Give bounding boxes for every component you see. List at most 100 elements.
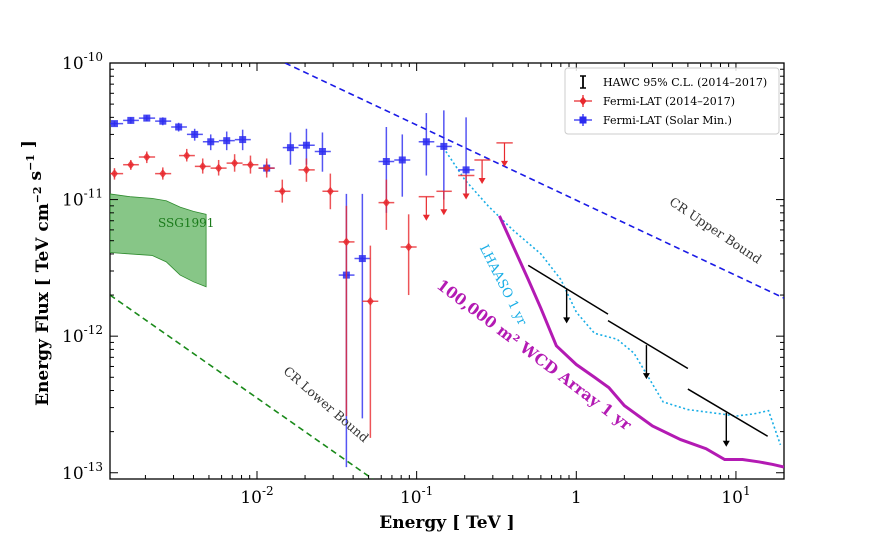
point-marker — [405, 242, 413, 252]
point-marker — [342, 237, 350, 247]
limit-arrowhead — [478, 177, 486, 184]
legend-entry: HAWC 95% C.L. (2014–2017) — [580, 75, 767, 89]
point-marker — [175, 123, 183, 131]
upper-limit — [418, 195, 435, 221]
data-point — [242, 155, 259, 174]
data-point — [258, 158, 275, 178]
data-point — [234, 129, 251, 151]
upper-limit — [496, 142, 513, 167]
legend-marker — [579, 96, 587, 106]
data-point — [179, 148, 195, 162]
legend: HAWC 95% C.L. (2014–2017) Fermi-LAT (2014… — [564, 67, 780, 135]
point-marker — [358, 255, 366, 263]
x-tick-label: 10-1 — [400, 484, 433, 508]
point-marker — [398, 156, 406, 164]
limit-arrowhead — [563, 317, 571, 324]
x-tick-label: 1 — [571, 488, 582, 508]
point-marker — [191, 130, 199, 138]
region-ssg1991 — [110, 193, 207, 288]
y-axis-title-text: Energy Flux [ TeV cm−2 s−1 ] — [19, 140, 53, 406]
data-point — [338, 205, 355, 417]
limit-arrowhead — [722, 440, 730, 447]
data-point — [155, 167, 172, 180]
data-point — [362, 245, 379, 438]
point-marker — [199, 161, 207, 171]
data-point — [123, 116, 139, 124]
legend-marker — [579, 116, 587, 124]
limit-arrowhead — [642, 373, 650, 380]
curve-label: CR Lower Bound — [281, 363, 372, 445]
point-marker — [440, 142, 448, 150]
point-marker — [302, 165, 310, 175]
data-point — [274, 179, 291, 203]
data-point — [123, 159, 139, 170]
point-marker — [215, 163, 223, 173]
y-tick-label: 10-12 — [62, 323, 103, 347]
point-marker — [263, 163, 271, 173]
point-marker — [127, 160, 135, 170]
point-marker — [382, 158, 390, 166]
data-point — [226, 154, 243, 172]
point-marker — [302, 141, 310, 149]
upper-limit — [607, 319, 689, 380]
x-axis-label: Energy [ TeV ] — [379, 513, 514, 533]
point-marker — [110, 120, 118, 128]
data-point — [155, 117, 172, 126]
point-marker — [246, 160, 254, 170]
upper-limit — [436, 190, 452, 216]
y-tick-label: 10-11 — [62, 187, 103, 211]
curve-lhaaso-1-yr — [442, 147, 782, 446]
data-point — [218, 131, 235, 151]
upper-limit — [474, 159, 491, 184]
limit-arrowhead — [422, 214, 430, 221]
data-point — [298, 158, 315, 182]
data-point — [314, 132, 331, 172]
data-point — [138, 151, 156, 164]
data-point — [202, 134, 219, 151]
curve-cr-upper-bound — [284, 63, 784, 299]
point-marker — [366, 296, 374, 306]
legend-label: Fermi-LAT (Solar Min.) — [603, 114, 732, 127]
limit-arrowhead — [440, 209, 448, 216]
x-tick-label: 101 — [721, 484, 750, 508]
legend-label: Fermi-LAT (2014–2017) — [603, 95, 735, 108]
legend-box — [564, 67, 780, 135]
data-point — [378, 179, 395, 230]
limit-arrowhead — [462, 193, 470, 200]
data-point — [138, 114, 156, 122]
point-marker — [127, 116, 135, 124]
point-marker — [183, 151, 191, 161]
limit-span — [687, 388, 769, 437]
curve-100-000-m2-wcd-array-1-yr — [498, 215, 784, 469]
point-marker — [143, 114, 151, 122]
data-point — [418, 113, 435, 176]
data-point — [322, 173, 339, 210]
y-tick-label: 10-13 — [62, 460, 103, 484]
limit-arrowhead — [500, 160, 508, 167]
point-marker — [278, 186, 286, 196]
point-marker — [159, 169, 167, 179]
legend-entry: Fermi-LAT (2014–2017) — [574, 95, 735, 108]
data-point — [354, 193, 371, 419]
point-marker — [462, 166, 470, 174]
point-marker — [143, 152, 151, 162]
data-point — [282, 132, 299, 165]
point-marker — [110, 169, 118, 179]
point-marker — [318, 147, 326, 155]
curve-label: 100,000 m² WCD Array 1 yr — [433, 275, 636, 434]
point-marker — [422, 138, 430, 146]
region-label: SSG1991 — [158, 216, 214, 230]
point-marker — [223, 137, 231, 145]
data-point — [400, 214, 417, 296]
upper-limit — [527, 264, 609, 324]
point-marker — [231, 158, 239, 168]
data-point — [110, 120, 124, 128]
data-point — [436, 110, 452, 200]
curve-label: CR Upper Bound — [667, 194, 765, 267]
legend-entry: Fermi-LAT (Solar Min.) — [574, 114, 732, 127]
data-point — [394, 134, 411, 197]
data-point — [194, 158, 211, 174]
legend-label: HAWC 95% C.L. (2014–2017) — [603, 76, 767, 89]
data-point — [171, 122, 187, 132]
